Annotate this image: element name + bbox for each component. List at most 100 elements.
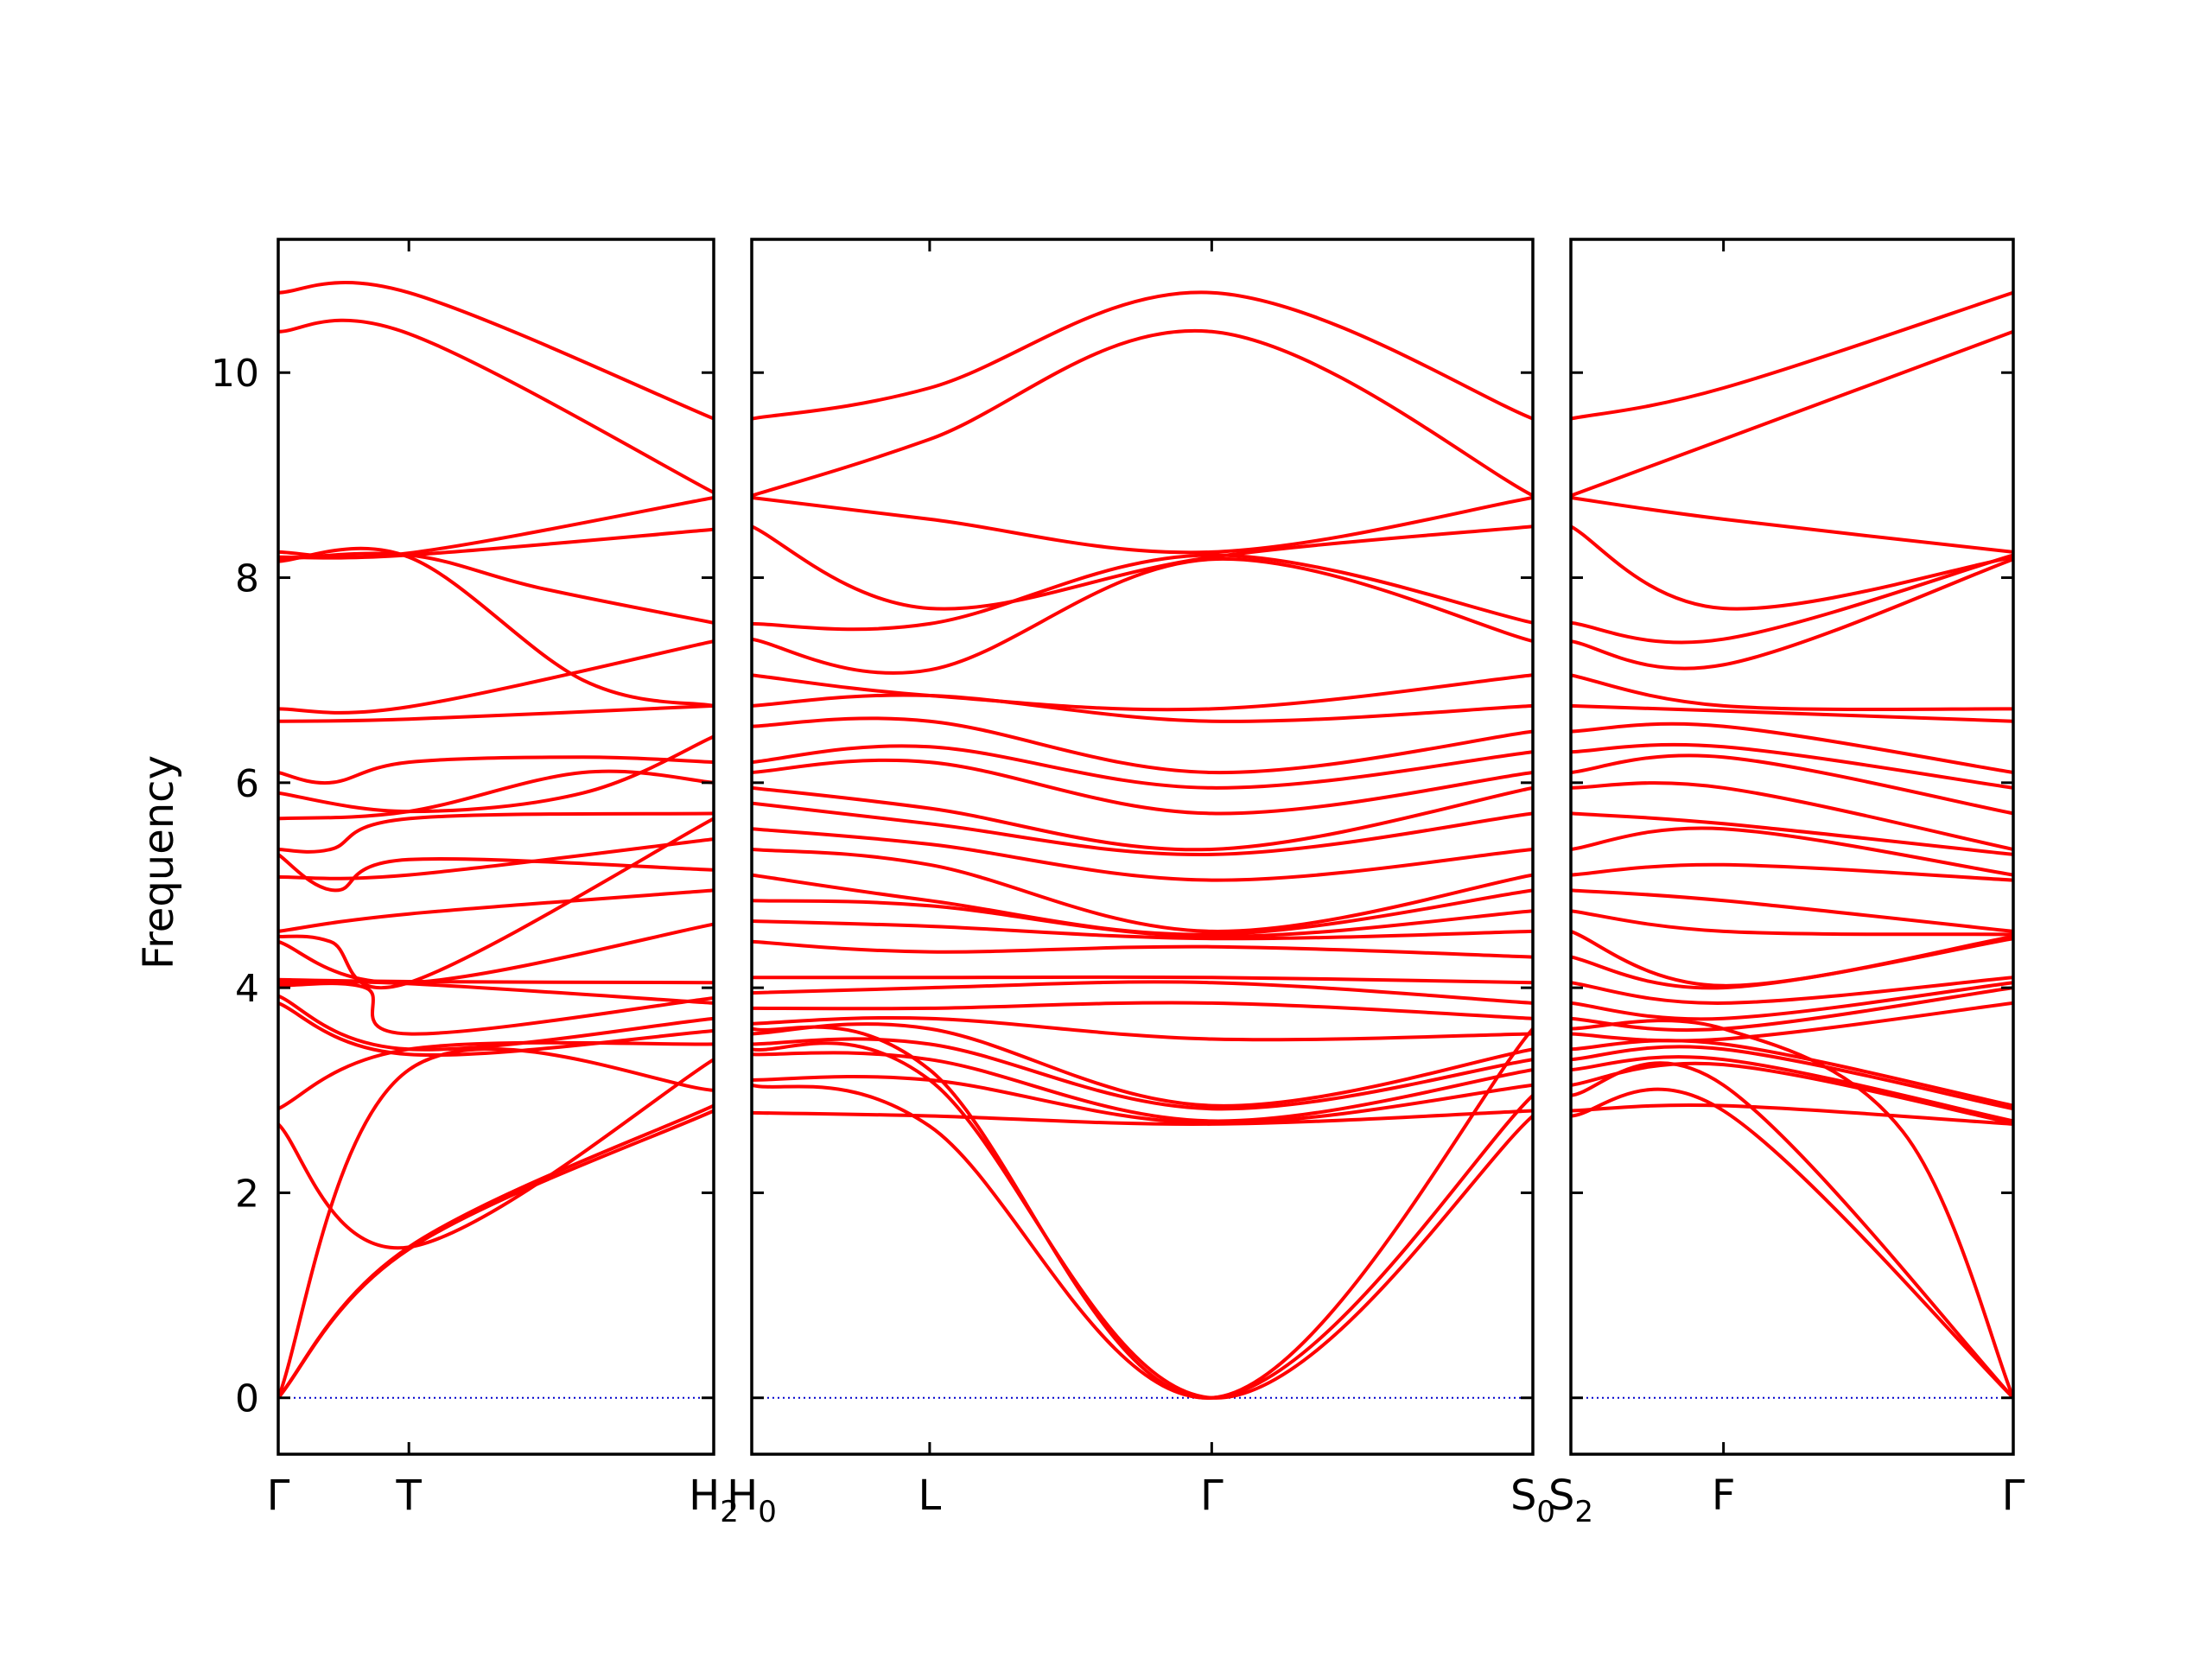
band-line — [1571, 1055, 2013, 1123]
band-lines — [278, 281, 714, 1400]
band-line — [752, 801, 1533, 856]
band-line — [278, 994, 714, 1052]
panel-2: H0 L Γ S0 — [727, 238, 1555, 1529]
band-line — [278, 318, 714, 495]
k-point-subscript: 2 — [720, 1495, 739, 1529]
k-point-subscript: 0 — [758, 1495, 777, 1529]
y-tick-label: 6 — [235, 762, 259, 806]
band-line — [278, 982, 714, 1036]
band-line — [752, 524, 1533, 611]
band-line — [752, 744, 1533, 790]
band-line — [1571, 753, 2013, 816]
band-line — [752, 827, 1533, 882]
band-line — [278, 1040, 714, 1111]
k-point-main: Γ — [267, 1471, 290, 1520]
y-tick-label: 10 — [211, 352, 259, 396]
k-point-label: S2 — [1548, 1471, 1593, 1529]
band-line — [1571, 1001, 2013, 1043]
band-line — [752, 556, 1533, 675]
band-line — [752, 899, 1533, 938]
band-line — [752, 919, 1533, 941]
band-line — [278, 1047, 714, 1400]
band-line — [1571, 811, 2013, 856]
y-tick-label: 8 — [235, 557, 259, 601]
band-line — [752, 980, 1533, 1005]
panel-frame — [750, 238, 1535, 1456]
band-line — [752, 785, 1533, 852]
band-line — [278, 980, 714, 1005]
y-tick-label: 4 — [235, 967, 259, 1011]
band-lines — [1571, 290, 2013, 1400]
band-line — [1571, 976, 2013, 1005]
band-line — [278, 1058, 714, 1250]
band-line — [278, 1001, 714, 1058]
band-line — [752, 716, 1533, 775]
band-line — [752, 1001, 1533, 1020]
band-line — [1571, 781, 2013, 851]
k-point-main: L — [918, 1471, 942, 1520]
band-line — [752, 1037, 1533, 1111]
band-line — [278, 852, 714, 893]
band-line — [752, 673, 1533, 712]
band-line — [752, 496, 1533, 555]
k-point-label: Γ — [1200, 1471, 1224, 1520]
band-line — [752, 1041, 1533, 1400]
band-line — [1571, 703, 2013, 723]
band-line — [1571, 496, 2013, 554]
band-line — [752, 939, 1533, 959]
band-line — [752, 693, 1533, 723]
k-point-subscript: 2 — [1574, 1495, 1593, 1529]
y-tick-label: 0 — [235, 1377, 259, 1421]
band-line — [752, 1074, 1533, 1125]
k-point-main: H — [689, 1471, 720, 1520]
band-line — [752, 848, 1533, 933]
band-line — [278, 639, 714, 715]
band-line — [1571, 937, 2013, 990]
k-point-label: L — [918, 1471, 942, 1520]
k-point-label: Γ — [267, 1471, 290, 1520]
k-point-label: F — [1712, 1471, 1736, 1520]
band-line — [1571, 888, 2013, 933]
band-line — [278, 1109, 714, 1400]
band-line — [278, 769, 714, 821]
k-point-main: S — [1548, 1471, 1574, 1520]
band-line — [278, 755, 714, 785]
band-line — [1571, 742, 2013, 790]
band-line — [752, 328, 1533, 498]
band-line — [1571, 909, 2013, 937]
band-line — [752, 1051, 1533, 1123]
band-line — [752, 1015, 1533, 1042]
panel-frame — [276, 238, 715, 1456]
k-point-subscript: 0 — [1536, 1495, 1555, 1529]
band-line — [278, 734, 714, 814]
band-line — [278, 551, 714, 625]
band-line — [278, 977, 714, 985]
band-line — [1571, 981, 2013, 1021]
band-line — [752, 758, 1533, 816]
band-line — [1571, 826, 2013, 877]
band-line — [278, 546, 714, 708]
band-line — [1571, 721, 2013, 774]
band-line — [278, 811, 714, 854]
band-line — [1571, 1061, 2013, 1125]
band-line — [752, 290, 1533, 421]
band-line — [1571, 553, 2013, 645]
band-line — [278, 837, 714, 880]
k-point-label: S0 — [1510, 1471, 1555, 1529]
band-line — [1571, 524, 2013, 611]
band-line — [1571, 1019, 2013, 1400]
k-point-label: H2 — [689, 1471, 739, 1529]
band-line — [1571, 862, 2013, 882]
band-line — [752, 1025, 1533, 1400]
band-line — [752, 553, 1533, 632]
band-lines — [752, 290, 1533, 1400]
band-line — [1571, 329, 2013, 498]
band-line — [1571, 557, 2013, 671]
panel-3: S2 F Γ — [1548, 238, 2025, 1529]
band-line — [752, 1022, 1533, 1108]
y-axis-label: Frequency — [135, 755, 183, 969]
